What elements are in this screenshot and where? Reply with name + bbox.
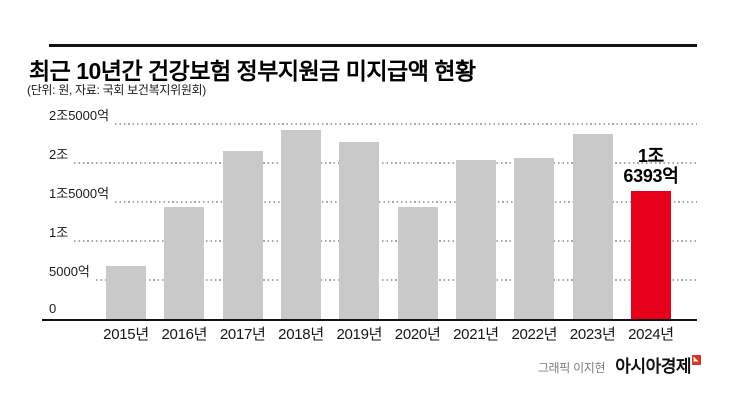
bar-2015년: [106, 265, 146, 319]
x-tick-label: 2024년: [628, 326, 674, 343]
publisher-logo-mark-icon: [692, 352, 701, 370]
bar-chart: 2조5000억 2조 1조5000억 1조 5000억 0 2015년 2016년 2017년 2…: [42, 109, 697, 343]
bar-2017년: [222, 151, 263, 319]
x-tick-label: 2022년: [511, 326, 558, 343]
gridline-row: 5000억: [42, 265, 697, 281]
bar-2016년: [164, 206, 205, 319]
y-tick-label: 2조5000억: [49, 108, 110, 123]
gridline: [115, 201, 697, 203]
bar-2022년: [514, 158, 555, 319]
x-tick-label: 2015년: [103, 326, 149, 343]
x-tick-label: 2018년: [278, 326, 324, 343]
publisher-logo: 아시아경제: [615, 357, 691, 376]
bar-2018년: [280, 130, 321, 319]
x-tick-label: 2017년: [219, 326, 266, 343]
gridline: [74, 240, 697, 242]
bar-2019년: [339, 142, 380, 319]
page-title: 최근 10년간 건강보험 정부지원금 미지급액 현황: [29, 58, 476, 84]
y-tick-label: 5000억: [49, 264, 90, 279]
y-tick-label: 1조: [49, 225, 69, 240]
x-tick-label: 2023년: [569, 326, 616, 343]
gridline: [95, 279, 697, 281]
gridline-row: 1조: [42, 226, 697, 242]
x-tick-label: 2020년: [394, 326, 441, 343]
gridline: [74, 162, 697, 164]
credit-line: 그래픽 이지현 아시아경제: [538, 352, 701, 377]
x-tick-label: 2016년: [161, 326, 208, 343]
title-rule: [49, 44, 697, 47]
y-tick-label: 2조: [49, 147, 69, 162]
chart-unit-source-note: (단위: 원, 자료: 국회 보건복지위원회): [27, 83, 206, 97]
graphic-credit: 그래픽 이지현: [537, 361, 606, 375]
gridline-row: 2조5000억: [42, 109, 697, 125]
y-tick-label: 1조5000억: [49, 186, 110, 201]
y-tick-label-zero: 0: [49, 301, 57, 316]
bar-2023년: [572, 134, 613, 319]
x-tick-label: 2019년: [336, 326, 383, 343]
gridline-row: 1조5000억: [42, 187, 697, 203]
x-tick-label: 2021년: [453, 326, 499, 343]
bar-2020년: [397, 206, 438, 319]
bar-2024년: [630, 191, 671, 319]
gridline-row: 2조: [42, 148, 697, 164]
highlight-value-label: 1조 6393억: [623, 145, 679, 186]
gridline: [115, 123, 697, 125]
bar-2021년: [455, 159, 496, 319]
